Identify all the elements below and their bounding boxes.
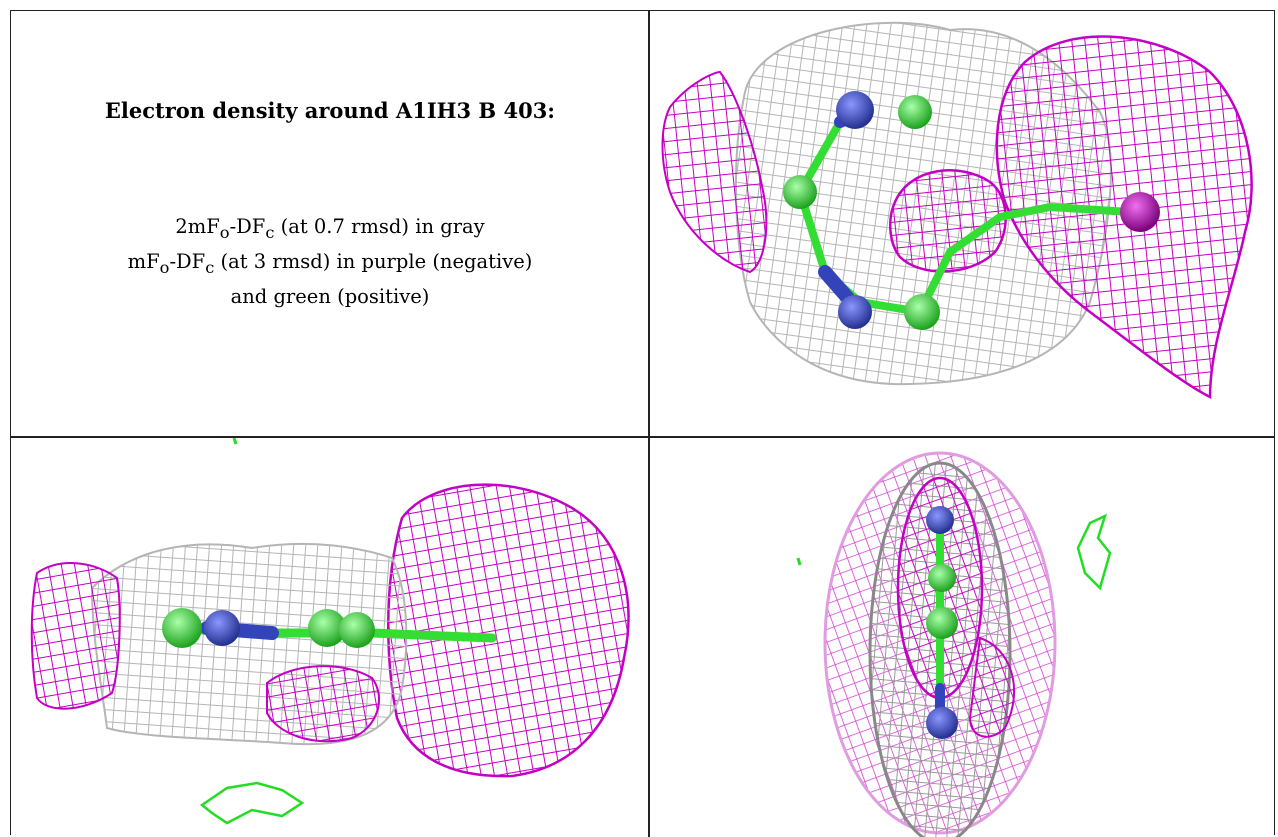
purple-density-mesh-side [968, 636, 1015, 738]
green-density-blob [1076, 513, 1112, 591]
purple-density-mesh-center [889, 169, 1007, 273]
purple-density-mesh-left [661, 70, 768, 274]
green-density-speck [232, 438, 238, 445]
view-top-right [650, 12, 1275, 435]
map-legend: 2mFo-DFc (at 0.7 rmsd) in gray mFo-DFc (… [12, 212, 648, 311]
view-bottom-left [12, 438, 648, 837]
table-divider-horizontal [10, 436, 1275, 438]
green-density-blob [199, 781, 305, 825]
ligand-model [162, 608, 497, 648]
legend-line-mfo: mFo-DFc (at 3 rmsd) in purple (negative) [127, 249, 533, 277]
purple-density-mesh-left [30, 562, 121, 710]
ligand-model [783, 91, 1160, 330]
purple-density-mesh-lower [266, 665, 381, 743]
figure-table [10, 10, 1275, 835]
legend-cell: Electron density around A1IH3 B 403: 2mF… [12, 12, 648, 435]
legend-line-positive: and green (positive) [230, 284, 430, 308]
purple-density-mesh-large [387, 483, 630, 778]
green-density-speck [796, 557, 802, 566]
ligand-model [926, 506, 958, 739]
table-divider-vertical [648, 10, 650, 837]
view-bottom-right [650, 438, 1275, 837]
legend-line-2mfo: 2mFo-DFc (at 0.7 rmsd) in gray [175, 215, 485, 242]
figure-heading: Electron density around A1IH3 B 403: [104, 98, 556, 123]
